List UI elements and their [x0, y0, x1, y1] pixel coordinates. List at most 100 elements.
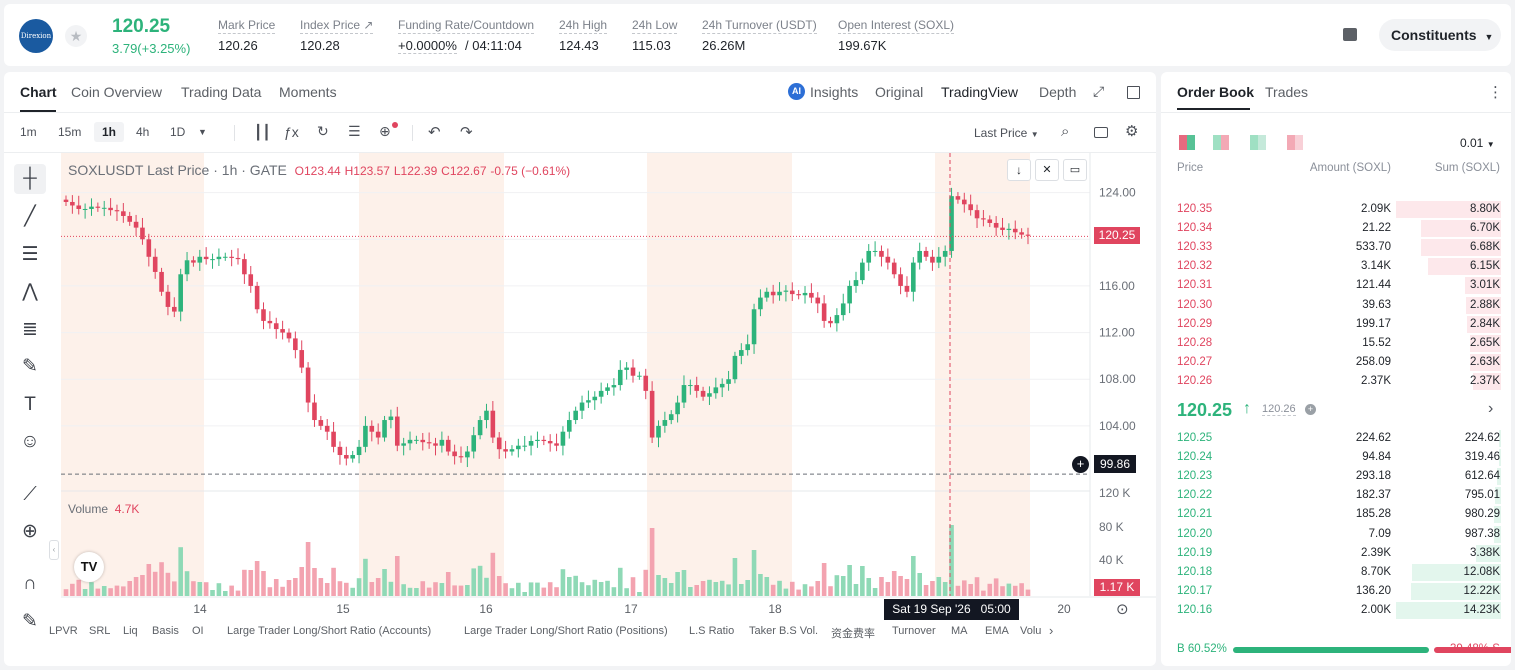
volume-bar [426, 587, 432, 596]
ask-row[interactable]: 120.34 21.22 6.70K [1161, 219, 1511, 238]
view-depth[interactable]: Depth [1039, 84, 1077, 100]
interval-1h[interactable]: 1h [94, 122, 125, 142]
candlestick-chart[interactable]: 124.00120.00116.00112.00108.00104.00120 … [4, 72, 1156, 666]
indicator-tab[interactable]: Basis [152, 625, 179, 637]
view-insights[interactable]: Insights [810, 84, 859, 100]
volume-bar [866, 578, 872, 596]
candle-body [573, 410, 578, 421]
indicator-tab[interactable]: Turnover [892, 625, 936, 637]
interval-15m[interactable]: 15m [58, 125, 82, 139]
indicators-scroll-right-icon[interactable]: › [1049, 623, 1054, 638]
settings-gear-icon[interactable]: ⚙ [1125, 123, 1139, 140]
indicator-tab[interactable]: MA [951, 625, 968, 637]
view-tradingview[interactable]: TradingView [941, 84, 1019, 100]
ask-row[interactable]: 120.30 39.63 2.88K [1161, 296, 1511, 315]
redo-icon[interactable]: ↷ [460, 124, 473, 141]
emoji-icon[interactable]: ☺ [20, 431, 40, 452]
candle-body [248, 274, 254, 286]
precision-select[interactable]: 0.01 ▼ [1460, 136, 1495, 150]
interval-1d[interactable]: 1D [170, 125, 186, 139]
indicator-tab[interactable]: Taker B.S Vol. [749, 625, 819, 637]
bid-row[interactable]: 120.17 136.20 12.22K [1161, 582, 1511, 601]
candle-type-icon[interactable]: ┃┃ [254, 124, 271, 140]
bid-row[interactable]: 120.23 293.18 612.64 [1161, 467, 1511, 486]
tab-chart[interactable]: Chart [20, 84, 57, 100]
indicator-tab[interactable]: 资金费率 [831, 628, 875, 640]
maximize-pane-button[interactable]: ▭ [1063, 159, 1087, 181]
camera-icon[interactable] [1094, 127, 1108, 138]
pattern-icon[interactable]: ⋀ [22, 281, 38, 302]
indicator-tab[interactable]: Large Trader Long/Short Ratio (Positions… [464, 625, 668, 637]
indicator-tab[interactable]: Liq [123, 625, 138, 637]
bid-row[interactable]: 120.19 2.39K 3.38K [1161, 544, 1511, 563]
bid-row[interactable]: 120.21 185.28 980.29 [1161, 505, 1511, 524]
volume-bar [809, 586, 814, 596]
time-axis-settings-icon[interactable]: ⊙ [1116, 601, 1129, 618]
interval-dropdown-icon[interactable]: ▼ [198, 127, 207, 137]
crosshair-add-icon[interactable]: + [1072, 456, 1089, 473]
ask-row[interactable]: 120.27 258.09 2.63K [1161, 353, 1511, 372]
view-asks-icon[interactable] [1287, 135, 1303, 150]
collapse-sidebar-handle[interactable]: ‹ [49, 540, 59, 560]
fullscreen-icon[interactable]: ⤢ [1093, 83, 1105, 99]
notes-icon[interactable] [1343, 28, 1357, 41]
bid-row[interactable]: 120.22 182.37 795.01 [1161, 486, 1511, 505]
collapse-pane-button[interactable]: ✕ [1035, 159, 1059, 181]
view-original[interactable]: Original [875, 84, 924, 100]
fib-icon[interactable]: ≣ [22, 319, 38, 340]
brush-icon[interactable]: ✎ [22, 356, 38, 377]
bid-row[interactable]: 120.24 94.84 319.46 [1161, 448, 1511, 467]
mid-chevron-right-icon[interactable]: › [1488, 400, 1494, 417]
more-options-icon[interactable]: ⋮ [1488, 84, 1503, 101]
indicators-icon[interactable]: ƒx [284, 124, 299, 140]
tab-trading-data[interactable]: Trading Data [181, 84, 262, 100]
tab-trades[interactable]: Trades [1265, 84, 1309, 100]
ask-row[interactable]: 120.33 533.70 6.68K [1161, 238, 1511, 257]
favorite-star-icon[interactable]: ★ [65, 25, 87, 47]
ask-row[interactable]: 120.35 2.09K 8.80K [1161, 200, 1511, 219]
ruler-icon[interactable]: ⟋ [23, 484, 37, 505]
constituents-button[interactable]: Constituents ▼ [1379, 19, 1501, 51]
ask-row[interactable]: 120.29 199.17 2.84K [1161, 315, 1511, 334]
bid-row[interactable]: 120.20 7.09 987.38 [1161, 525, 1511, 544]
horizontal-lines-icon[interactable]: ☰ [21, 244, 39, 265]
view-mixed-icon[interactable] [1213, 135, 1229, 150]
replay-icon[interactable]: ↻ [317, 123, 329, 139]
view-both-icon[interactable] [1179, 135, 1195, 150]
bid-row[interactable]: 120.25 224.62 224.62 [1161, 429, 1511, 448]
zoom-icon[interactable]: ⊕ [22, 521, 38, 542]
indicator-tab[interactable]: SRL [89, 625, 111, 637]
indicator-tab[interactable]: L.S Ratio [689, 625, 735, 637]
ask-row[interactable]: 120.26 2.37K 2.37K [1161, 372, 1511, 391]
indicator-tab[interactable]: Volu [1020, 625, 1042, 637]
indicator-tab[interactable]: EMA [985, 625, 1009, 637]
templates-icon[interactable]: ☰ [348, 123, 361, 139]
bid-row[interactable]: 120.18 8.70K 12.08K [1161, 563, 1511, 582]
tab-moments[interactable]: Moments [279, 84, 337, 100]
indicator-tab[interactable]: Large Trader Long/Short Ratio (Accounts) [227, 625, 432, 637]
tab-order-book[interactable]: Order Book [1177, 84, 1255, 100]
ask-row[interactable]: 120.28 15.52 2.65K [1161, 334, 1511, 353]
ask-row[interactable]: 120.32 3.14K 6.15K [1161, 257, 1511, 276]
pencil-icon[interactable]: ✎ [22, 611, 38, 632]
ask-row[interactable]: 120.31 121.44 3.01K [1161, 276, 1511, 295]
scroll-down-button[interactable]: ↓ [1007, 159, 1031, 181]
price-type-select[interactable]: Last Price ▼ [974, 126, 1039, 140]
row-price: 120.23 [1177, 470, 1213, 483]
text-icon[interactable]: T [24, 394, 36, 415]
bid-row[interactable]: 120.16 2.00K 14.23K [1161, 601, 1511, 620]
undo-icon[interactable]: ↶ [428, 124, 441, 141]
window-icon[interactable] [1127, 86, 1140, 99]
add-alert-icon[interactable]: ⊕ [379, 122, 398, 140]
row-price: 120.24 [1177, 451, 1213, 464]
crosshair-icon[interactable]: ┼ [14, 164, 46, 194]
interval-1m[interactable]: 1m [20, 125, 37, 139]
interval-4h[interactable]: 4h [136, 125, 150, 139]
trend-line-icon[interactable]: ╱ [24, 206, 36, 227]
view-bids-icon[interactable] [1250, 135, 1266, 150]
magnet-icon[interactable]: ∩ [23, 573, 37, 594]
indicator-tab[interactable]: OI [192, 625, 204, 637]
indicator-tab[interactable]: LPVR [49, 625, 78, 637]
search-icon[interactable]: ⌕ [1061, 123, 1070, 140]
tab-coin-overview[interactable]: Coin Overview [71, 84, 163, 100]
